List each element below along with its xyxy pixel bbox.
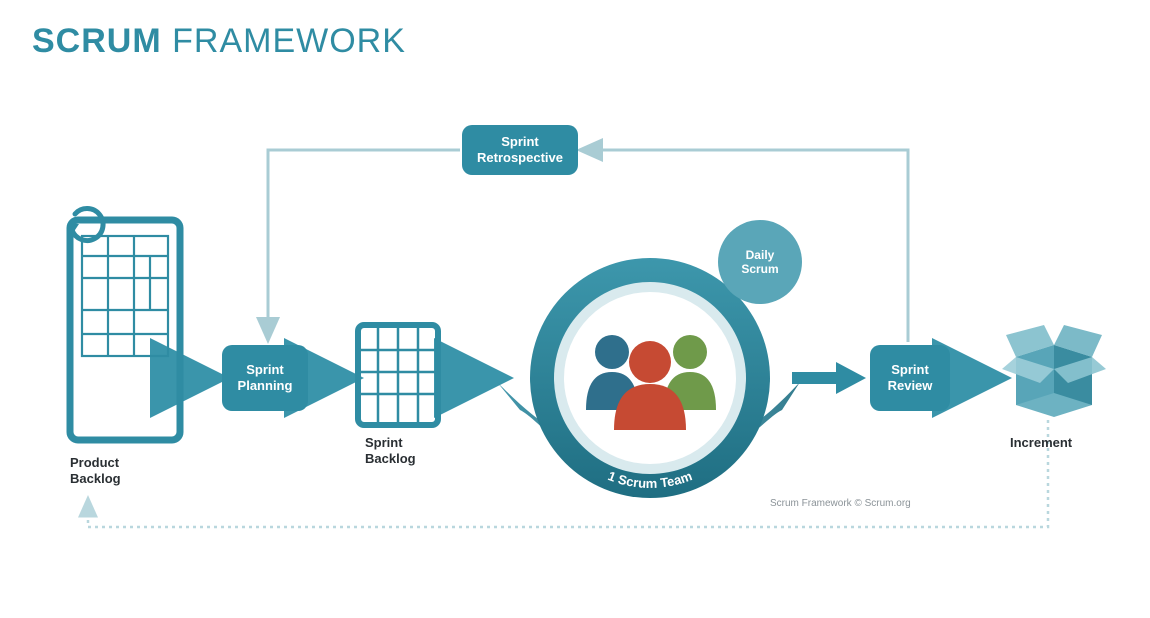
attribution-text: Scrum Framework © Scrum.org	[770, 498, 911, 509]
increment-label: Increment	[1010, 435, 1072, 451]
title-bold: SCRUM	[32, 22, 162, 60]
increment-icon	[0, 110, 1150, 590]
scrum-diagram: Product Backlog Sprint Planning Sprint B…	[0, 110, 1150, 590]
title-light: FRAMEWORK	[162, 22, 406, 60]
page-title: SCRUM FRAMEWORK	[32, 22, 406, 61]
